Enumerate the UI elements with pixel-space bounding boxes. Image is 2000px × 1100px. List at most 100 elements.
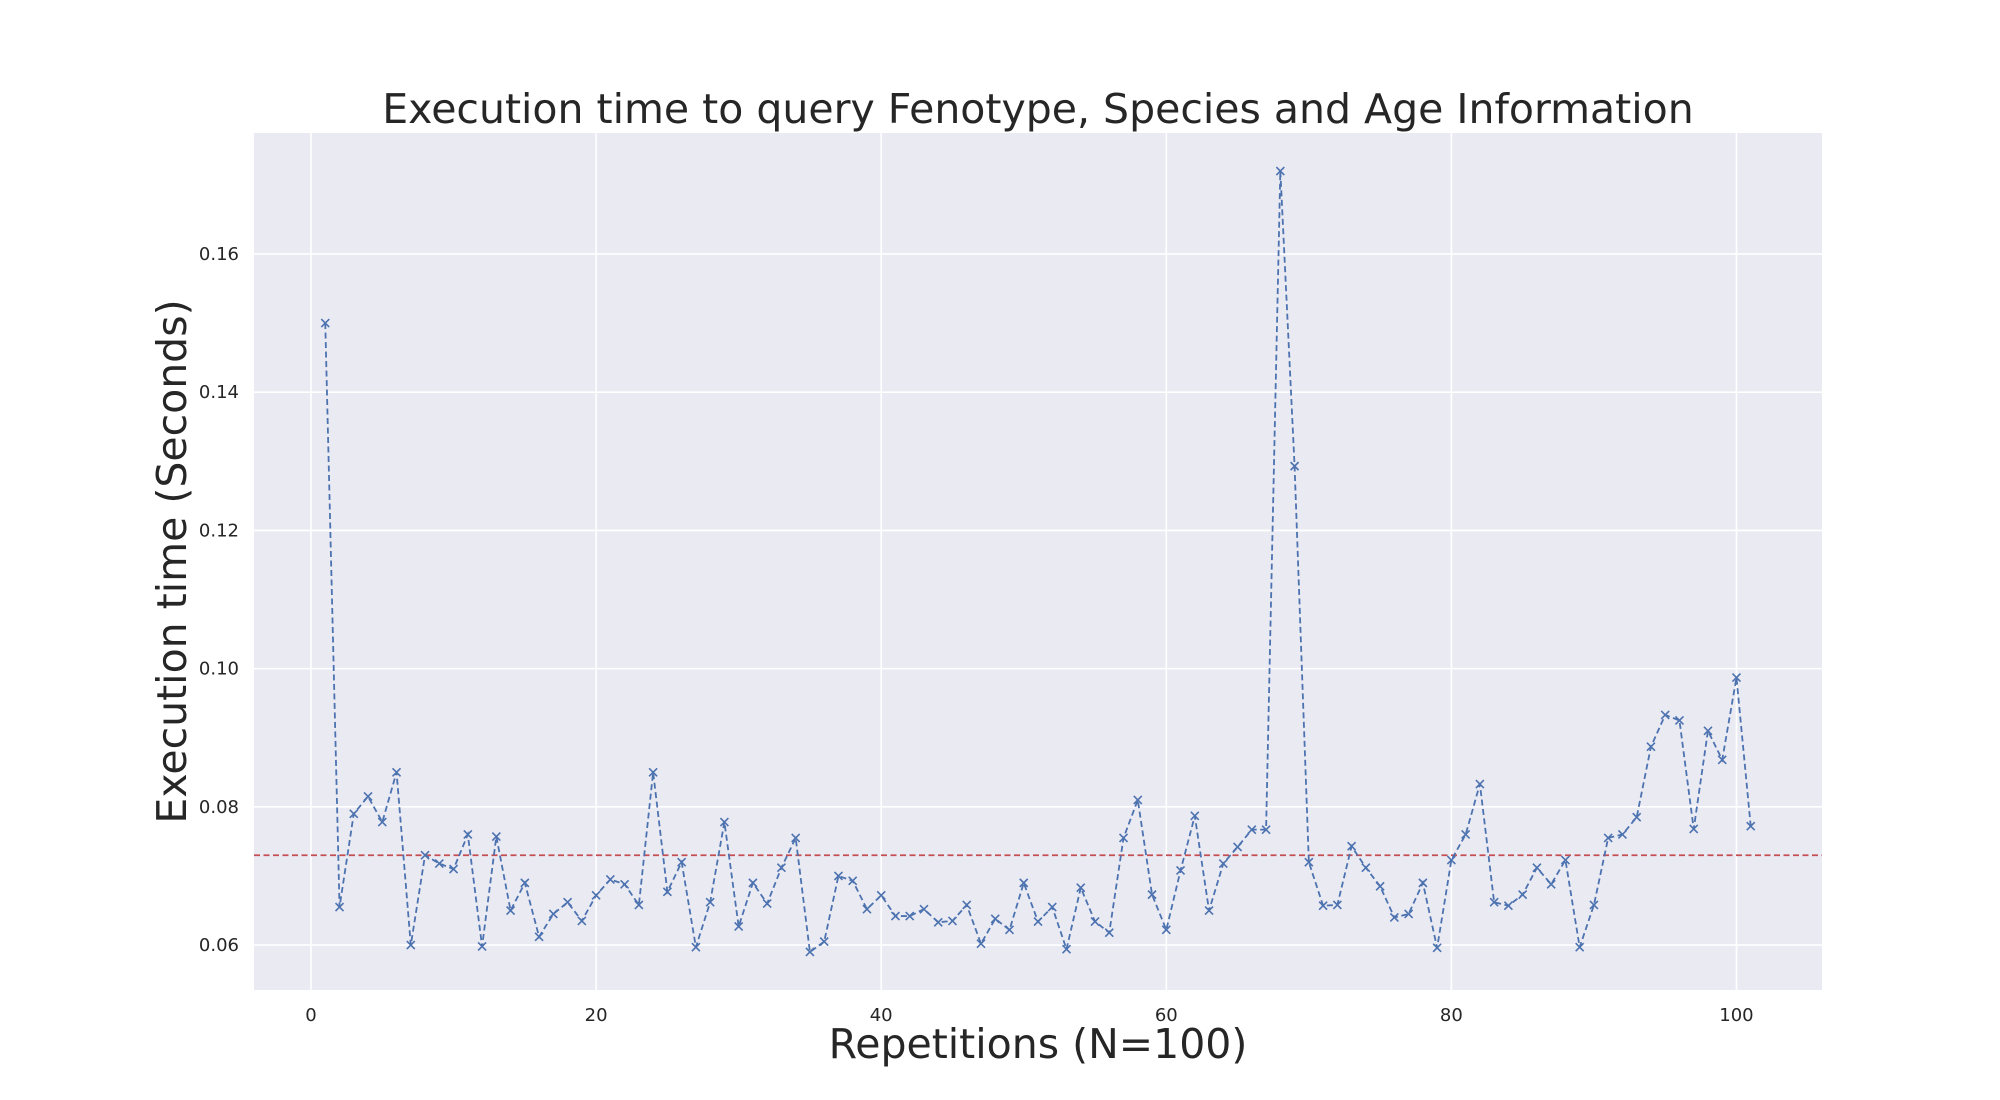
y-tick-label: 0.06 (199, 935, 239, 956)
data-point-marker (1532, 863, 1542, 873)
data-point-marker (1646, 742, 1656, 752)
plot-area (254, 133, 1822, 990)
data-point-marker (1332, 900, 1342, 910)
data-point-marker (463, 829, 473, 840)
data-point-marker (448, 864, 459, 874)
data-point-marker (320, 318, 330, 328)
x-tick-label: 80 (1440, 1005, 1463, 1026)
data-point-marker (1104, 928, 1114, 938)
data-point-marker (520, 878, 530, 888)
x-tick-label: 0 (305, 1005, 316, 1026)
data-point-marker (905, 911, 915, 921)
data-point-marker (363, 791, 373, 802)
data-point-marker (477, 941, 487, 952)
data-point-marker (862, 904, 872, 914)
data-point-marker (1304, 857, 1314, 867)
y-tick-label: 0.14 (199, 382, 239, 403)
data-point-marker (1475, 779, 1485, 789)
data-point-marker (591, 890, 601, 900)
x-tick-labels: 0 20 40 60 80 100 (305, 1005, 1753, 1026)
data-point-marker (1290, 461, 1300, 471)
data-point-marker (1717, 755, 1727, 765)
data-point-marker (1546, 879, 1556, 889)
data-point-marker (1746, 821, 1756, 831)
y-tick-label: 0.12 (199, 520, 239, 541)
data-point-marker (1446, 855, 1456, 865)
data-point-marker (1033, 917, 1043, 927)
data-point-marker (833, 871, 844, 881)
data-point-marker (933, 917, 943, 927)
data-point-marker (391, 767, 402, 777)
y-tick-label: 0.08 (199, 797, 239, 818)
data-point-marker (705, 897, 715, 907)
data-point-marker (1404, 909, 1414, 919)
data-point-marker (1589, 900, 1599, 910)
data-point-marker (1518, 890, 1528, 900)
data-point-marker (1674, 715, 1685, 726)
data-point-marker (377, 817, 387, 827)
x-tick-label: 40 (870, 1005, 893, 1026)
data-point-marker (1090, 917, 1100, 927)
data-point-marker (1731, 673, 1742, 683)
data-point-marker (819, 937, 829, 947)
data-point-marker (1133, 795, 1143, 805)
data-point-marker (677, 857, 687, 867)
data-point-marker (1503, 901, 1513, 911)
data-point-marker (1361, 863, 1371, 873)
data-point-marker (648, 767, 658, 777)
data-point-marker (334, 902, 345, 912)
data-point-marker (491, 832, 501, 842)
data-point-marker (1019, 878, 1029, 888)
data-point-marker (791, 833, 801, 843)
grid (254, 133, 1822, 990)
x-axis-label: Repetitions (N=100) (829, 1020, 1248, 1068)
data-point-marker (620, 879, 630, 889)
y-tick-label: 0.10 (199, 659, 239, 680)
data-point-marker (1147, 890, 1157, 900)
data-point-marker (947, 916, 958, 926)
x-tick-label: 20 (585, 1005, 608, 1026)
data-point-marker (1575, 942, 1585, 952)
data-point-marker (1703, 726, 1713, 736)
data-point-marker (990, 914, 1000, 924)
data-point-marker (1418, 878, 1428, 888)
data-point-marker (1047, 902, 1057, 912)
data-point-marker (1489, 897, 1499, 907)
x-tick-label: 60 (1155, 1005, 1178, 1026)
data-point-marker (1275, 166, 1285, 176)
data-point-marker (976, 939, 986, 949)
data-point-marker (919, 904, 929, 914)
data-point-marker (1261, 825, 1271, 835)
data-point-marker (1161, 925, 1171, 935)
y-axis-label: Execution time (Seconds) (148, 299, 196, 823)
data-point-marker (1632, 812, 1642, 822)
data-point-marker (734, 921, 744, 931)
data-point-marker (1204, 905, 1214, 916)
data-point-marker (1076, 883, 1086, 893)
data-point-marker (1617, 829, 1628, 840)
x-tick-label: 100 (1719, 1005, 1753, 1026)
data-point-marker (1461, 829, 1471, 840)
data-point-marker (605, 874, 615, 884)
data-point-marker (434, 858, 444, 869)
data-point-marker (762, 899, 772, 909)
data-point-marker (1603, 833, 1613, 843)
data-point-marker (848, 876, 858, 886)
data-point-marker (719, 817, 729, 827)
data-point-marker (577, 916, 587, 926)
data-point-marker (548, 909, 558, 919)
data-point-marker (1432, 943, 1442, 953)
series-layer (320, 166, 1756, 957)
data-point-marker (1118, 833, 1129, 843)
y-tick-label: 0.16 (199, 244, 239, 265)
data-point-marker (1061, 944, 1072, 954)
data-point-marker (1247, 825, 1257, 835)
data-point-marker (634, 900, 644, 910)
data-point-marker (748, 878, 758, 888)
data-point-marker (420, 850, 430, 860)
data-point-marker (1004, 925, 1015, 935)
data-point-marker (805, 947, 815, 957)
data-point-marker (1375, 881, 1385, 891)
